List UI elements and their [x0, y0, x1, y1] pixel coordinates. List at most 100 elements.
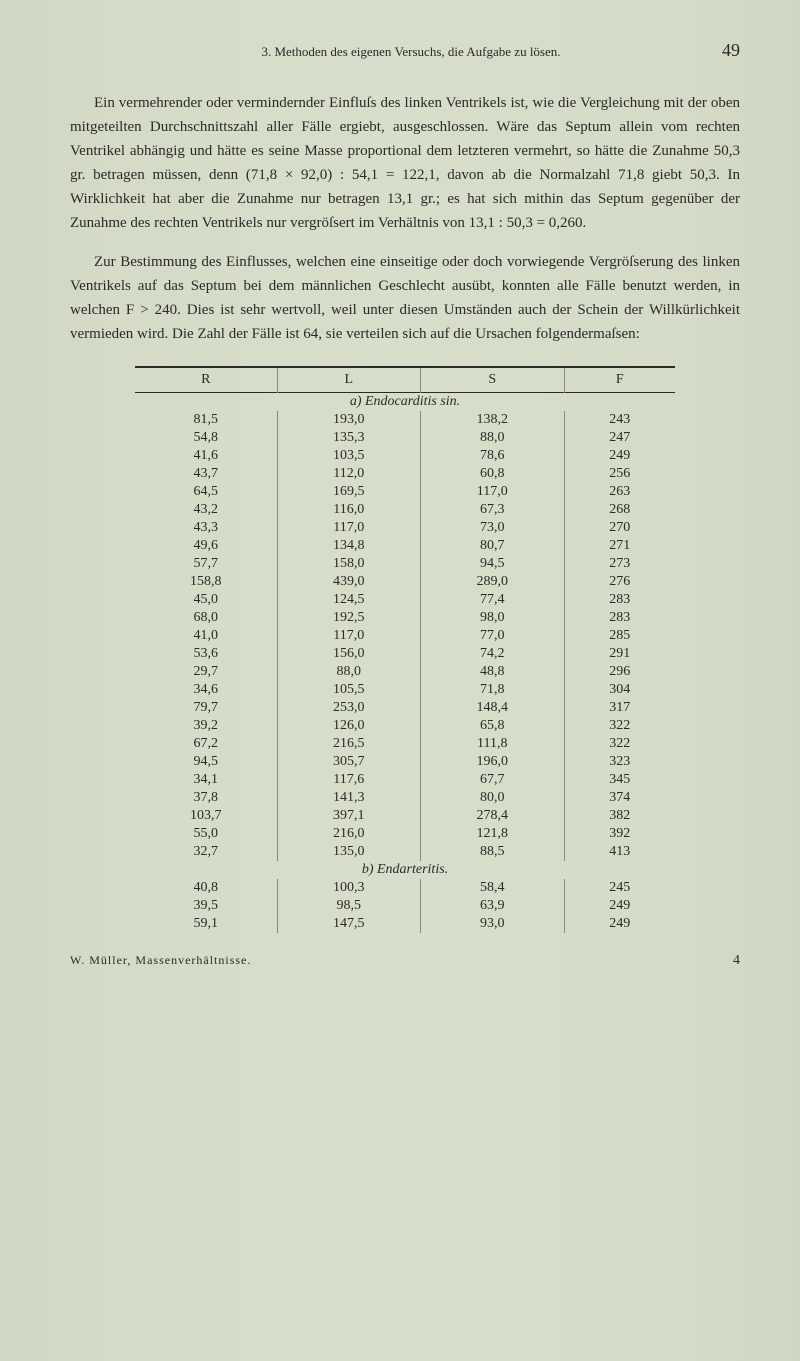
table-cell: 58,4	[421, 879, 565, 897]
table-row: 34,1117,667,7345	[135, 771, 675, 789]
table-cell: 116,0	[277, 501, 421, 519]
table-cell: 34,6	[135, 681, 277, 699]
table-section-label: b) Endarteritis.	[135, 861, 675, 879]
table-cell: 63,9	[421, 897, 565, 915]
table-cell: 77,0	[421, 627, 565, 645]
table-cell: 41,0	[135, 627, 277, 645]
table-cell: 67,3	[421, 501, 565, 519]
table-cell: 41,6	[135, 447, 277, 465]
table-cell: 71,8	[421, 681, 565, 699]
table-cell: 67,7	[421, 771, 565, 789]
table-cell: 135,3	[277, 429, 421, 447]
table-cell: 53,6	[135, 645, 277, 663]
table-cell: 249	[564, 915, 675, 933]
table-cell: 57,7	[135, 555, 277, 573]
table-row: 32,7135,088,5413	[135, 843, 675, 861]
table-cell: 32,7	[135, 843, 277, 861]
table-row: 57,7158,094,5273	[135, 555, 675, 573]
table-cell: 245	[564, 879, 675, 897]
table-cell: 322	[564, 717, 675, 735]
table-row: 37,8141,380,0374	[135, 789, 675, 807]
table-row: 94,5305,7196,0323	[135, 753, 675, 771]
table-cell: 249	[564, 897, 675, 915]
table-cell: 93,0	[421, 915, 565, 933]
table-cell: 59,1	[135, 915, 277, 933]
table-cell: 43,7	[135, 465, 277, 483]
table-cell: 49,6	[135, 537, 277, 555]
table-row: 43,7112,060,8256	[135, 465, 675, 483]
table-cell: 141,3	[277, 789, 421, 807]
table-row: 43,2116,067,3268	[135, 501, 675, 519]
table-row: 39,2126,065,8322	[135, 717, 675, 735]
table-row: 59,1147,593,0249	[135, 915, 675, 933]
footer-signature-mark: 4	[733, 953, 740, 969]
table-cell: 270	[564, 519, 675, 537]
table-cell: 243	[564, 411, 675, 429]
page-number: 49	[722, 40, 740, 61]
table-row: 41,0117,077,0285	[135, 627, 675, 645]
table-cell: 73,0	[421, 519, 565, 537]
table-cell: 64,5	[135, 483, 277, 501]
table-row: 45,0124,577,4283	[135, 591, 675, 609]
table-cell: 112,0	[277, 465, 421, 483]
table-row: 64,5169,5117,0263	[135, 483, 675, 501]
table-cell: 216,0	[277, 825, 421, 843]
table-cell: 289,0	[421, 573, 565, 591]
table-cell: 304	[564, 681, 675, 699]
table-cell: 39,2	[135, 717, 277, 735]
table-cell: 263	[564, 483, 675, 501]
table-cell: 192,5	[277, 609, 421, 627]
table-cell: 296	[564, 663, 675, 681]
table-cell: 156,0	[277, 645, 421, 663]
table-cell: 276	[564, 573, 675, 591]
table-row: 34,6105,571,8304	[135, 681, 675, 699]
table-cell: 216,5	[277, 735, 421, 753]
table-cell: 283	[564, 609, 675, 627]
table-cell: 45,0	[135, 591, 277, 609]
table-row: 39,598,563,9249	[135, 897, 675, 915]
table-cell: 68,0	[135, 609, 277, 627]
table-cell: 78,6	[421, 447, 565, 465]
table-row: 41,6103,578,6249	[135, 447, 675, 465]
table-cell: 285	[564, 627, 675, 645]
table-cell: 271	[564, 537, 675, 555]
table-cell: 79,7	[135, 699, 277, 717]
table-cell: 60,8	[421, 465, 565, 483]
table-cell: 65,8	[421, 717, 565, 735]
table-row: 81,5193,0138,2243	[135, 411, 675, 429]
table-cell: 100,3	[277, 879, 421, 897]
table-cell: 117,0	[277, 519, 421, 537]
running-title: 3. Methoden des eigenen Versuchs, die Au…	[100, 44, 722, 60]
table-cell: 268	[564, 501, 675, 519]
col-S: S	[421, 367, 565, 393]
table-cell: 48,8	[421, 663, 565, 681]
table-cell: 81,5	[135, 411, 277, 429]
table-cell: 283	[564, 591, 675, 609]
col-R: R	[135, 367, 277, 393]
table-cell: 94,5	[421, 555, 565, 573]
table-cell: 117,6	[277, 771, 421, 789]
page-footer: W. Müller, Massenverhältnisse. 4	[70, 953, 740, 969]
table-cell: 77,4	[421, 591, 565, 609]
table-row: 68,0192,598,0283	[135, 609, 675, 627]
table-cell: 322	[564, 735, 675, 753]
table-cell: 169,5	[277, 483, 421, 501]
table-cell: 138,2	[421, 411, 565, 429]
table-cell: 40,8	[135, 879, 277, 897]
table-cell: 397,1	[277, 807, 421, 825]
table-body: a) Endocarditis sin.81,5193,0138,224354,…	[135, 393, 675, 934]
table-cell: 247	[564, 429, 675, 447]
table-row: 67,2216,5111,8322	[135, 735, 675, 753]
page-scan: 3. Methoden des eigenen Versuchs, die Au…	[0, 0, 800, 1361]
table-cell: 126,0	[277, 717, 421, 735]
table-cell: 94,5	[135, 753, 277, 771]
table-section-label: a) Endocarditis sin.	[135, 393, 675, 412]
table-cell: 34,1	[135, 771, 277, 789]
table-cell: 103,5	[277, 447, 421, 465]
table-row: 54,8135,388,0247	[135, 429, 675, 447]
table-cell: 278,4	[421, 807, 565, 825]
table-cell: 29,7	[135, 663, 277, 681]
table-row: 53,6156,074,2291	[135, 645, 675, 663]
table-cell: 249	[564, 447, 675, 465]
table-cell: 317	[564, 699, 675, 717]
